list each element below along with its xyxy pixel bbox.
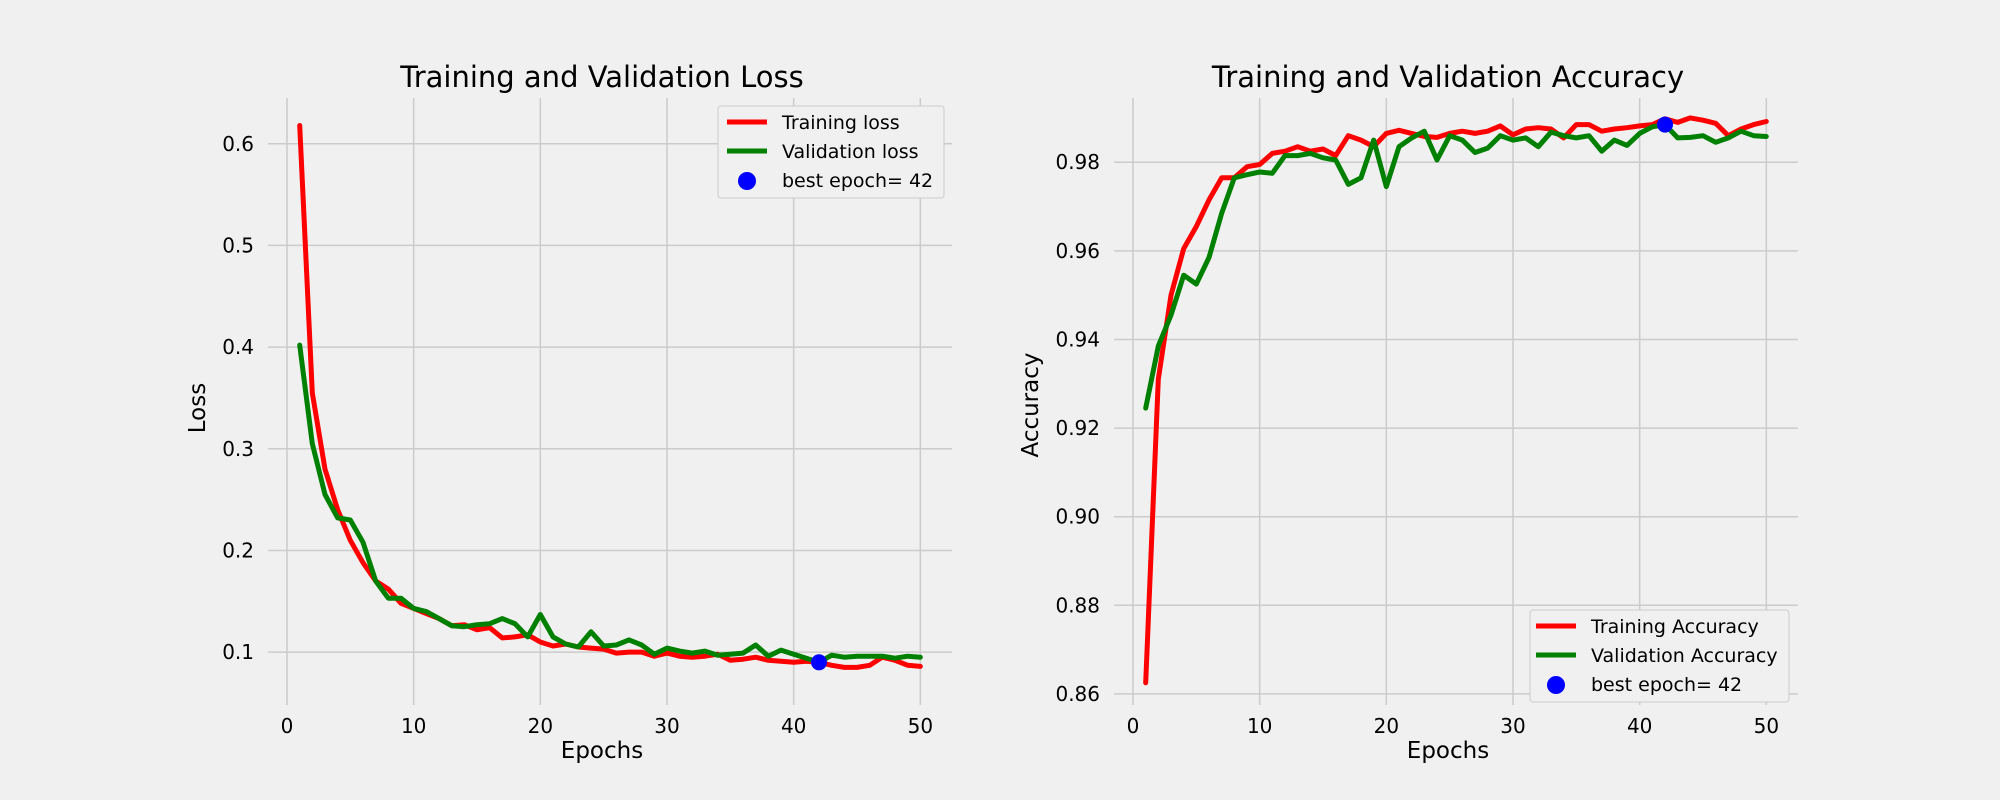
loss-y-tick-label: 0.2	[222, 538, 254, 562]
accuracy-grid	[1114, 98, 1798, 705]
loss-x-tick-label: 40	[781, 714, 806, 738]
loss-y-tick-label: 0.3	[222, 437, 254, 461]
accuracy-x-tick-label: 0	[1127, 714, 1140, 738]
loss-legend-box	[717, 105, 945, 199]
loss-grid	[268, 98, 952, 705]
loss-chart-title: Training and Validation Loss	[399, 60, 803, 94]
accuracy-x-tick-label: 30	[1500, 714, 1525, 738]
loss-x-tick-label: 10	[401, 714, 426, 738]
loss-x-tick-label: 50	[908, 714, 933, 738]
accuracy-x-tick-label: 50	[1754, 714, 1779, 738]
loss-y-tick-label: 0.6	[222, 132, 254, 156]
accuracy-x-tick-label: 40	[1627, 714, 1652, 738]
accuracy-y-tick-label: 0.96	[1055, 239, 1100, 263]
loss-x-tick-label: 20	[528, 714, 553, 738]
accuracy-legend-box	[1529, 609, 1790, 703]
accuracy-y-tick-label: 0.88	[1055, 593, 1100, 617]
accuracy-legend: Training Accuracy Validation Accuracy be…	[1529, 609, 1790, 703]
loss-x-tick-label: 0	[281, 714, 294, 738]
accuracy-y-tick-label: 0.92	[1055, 416, 1100, 440]
accuracy-ticks: 0 10 20 30 40 50 0.86 0.88 0.90 0.92 0.94 0.96 0.98	[1055, 150, 1779, 738]
legend-best-epoch-label: best epoch= 42	[1591, 674, 1742, 696]
accuracy-chart: 0 10 20 30 40 500.860.880.900.920.940.960.98 …	[1018, 60, 1798, 764]
accuracy-best-epoch-point	[1657, 116, 1673, 133]
legend-best-epoch-label: best epoch= 42	[782, 170, 933, 192]
loss-legend: Training loss Validation loss best epoch…	[717, 105, 945, 199]
accuracy-y-tick-label: 0.98	[1055, 150, 1100, 174]
loss-series	[297, 123, 923, 671]
accuracy-y-tick-label: 0.86	[1055, 682, 1100, 706]
loss-x-tick-label: 30	[654, 714, 679, 738]
loss-best-epoch-point	[811, 654, 827, 671]
legend-validation-loss-label: Validation loss	[782, 141, 919, 163]
legend-best-epoch-marker	[738, 172, 756, 190]
accuracy-y-tick-label: 0.94	[1055, 327, 1100, 351]
legend-training-loss-label: Training loss	[781, 112, 900, 134]
accuracy-x-axis-label: Epochs	[1407, 738, 1489, 764]
accuracy-y-tick-label: 0.90	[1055, 505, 1100, 529]
loss-y-tick-label: 0.1	[222, 640, 254, 664]
loss-y-tick-label: 0.5	[222, 233, 254, 257]
loss-ticks: 0 10 20 30 40 50 0.1 0.2 0.3 0.4 0.5 0.6	[222, 132, 933, 738]
loss-y-axis-label: Loss	[185, 383, 211, 433]
accuracy-chart-title: Training and Validation Accuracy	[1211, 60, 1684, 94]
legend-training-accuracy-label: Training Accuracy	[1590, 616, 1759, 638]
loss-chart: 0 10 20 30 40 50 0.1 0.2 0.3 0.4 0.5 0.6 Training a…	[185, 60, 952, 764]
accuracy-y-axis-label: Accuracy	[1018, 352, 1044, 457]
legend-best-epoch-marker	[1547, 676, 1565, 694]
accuracy-x-tick-label: 10	[1247, 714, 1272, 738]
loss-x-axis-label: Epochs	[561, 738, 643, 764]
accuracy-series	[1143, 115, 1769, 686]
loss-y-tick-label: 0.4	[222, 335, 254, 359]
legend-validation-accuracy-label: Validation Accuracy	[1591, 645, 1778, 667]
accuracy-x-tick-label: 20	[1374, 714, 1399, 738]
